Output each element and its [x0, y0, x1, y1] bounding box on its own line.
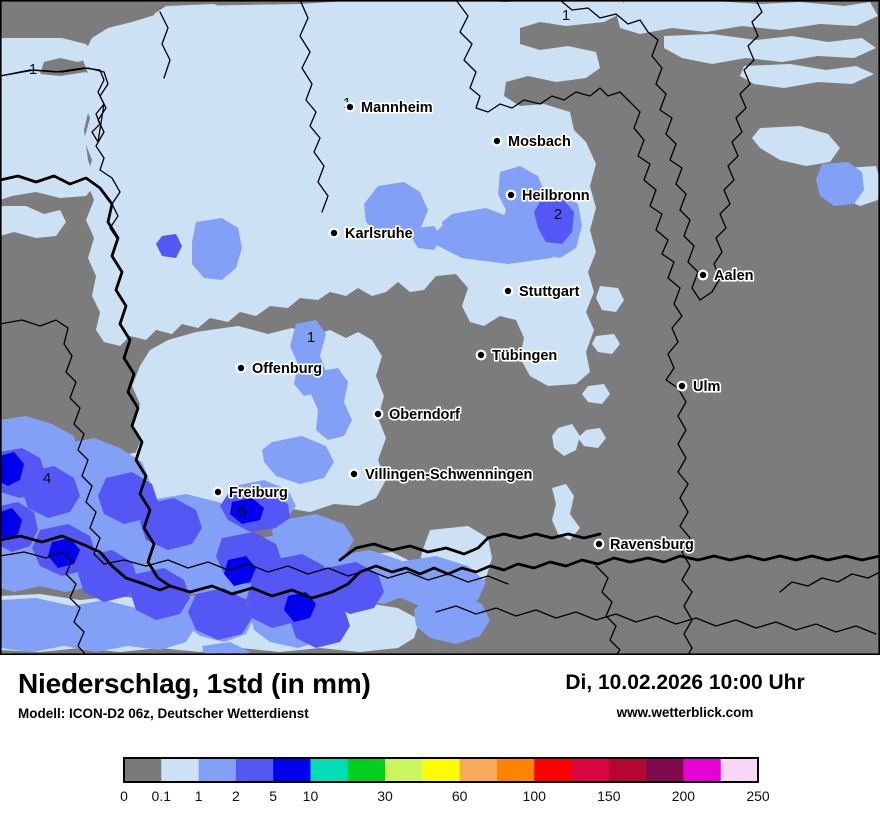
border-lines [0, 0, 880, 655]
city-label: Stuttgart [519, 284, 580, 300]
map-footer: Niederschlag, 1std (in mm) Modell: ICON-… [0, 655, 880, 830]
legend-swatch[interactable] [422, 758, 461, 782]
map-canvas[interactable]: 1 1 1 2 1 4 6 Mannheim Mosbach [0, 0, 880, 655]
legend-swatch[interactable] [720, 758, 759, 782]
internal-borders [0, 0, 880, 655]
legend-tick-label: 10 [303, 788, 319, 804]
city-marker-mannheim[interactable]: Mannheim [344, 98, 434, 117]
city-dot [346, 103, 354, 111]
city-marker-villingen-schwenningen[interactable]: Villingen-Schwenningen [348, 465, 534, 484]
legend-border [123, 757, 759, 783]
contour-label: 6 [238, 503, 246, 520]
legend-swatch[interactable] [198, 758, 237, 782]
city-marker-freiburg[interactable]: Freiburg [212, 483, 289, 502]
city-label: Mannheim [361, 100, 433, 116]
city-marker-karlsruhe[interactable]: Karlsruhe [328, 224, 414, 243]
city-label: Oberndorf [389, 407, 460, 423]
precip-layer-5mm [0, 452, 316, 622]
city-dot [374, 410, 382, 418]
city-dot [699, 271, 707, 279]
legend-swatch[interactable] [124, 758, 162, 782]
contour-label: 1 [307, 329, 315, 346]
legend-tick-labels: 0 0.1 1 2 5 10 30 60 100 150 200 250 [120, 788, 770, 804]
legend-tick-label: 100 [523, 788, 547, 804]
contour-label: 2 [554, 206, 562, 223]
contour-label: 4 [43, 470, 51, 487]
legend-tick-label: 0 [120, 788, 128, 804]
caption-row: Niederschlag, 1std (in mm) Modell: ICON-… [0, 668, 880, 739]
city-label: Villingen-Schwenningen [365, 467, 532, 483]
color-scale-legend[interactable]: 0 0.1 1 2 5 10 30 60 100 150 200 250 [0, 750, 880, 825]
city-dot [507, 191, 515, 199]
legend-swatch[interactable] [347, 758, 386, 782]
city-label: Mosbach [508, 134, 571, 150]
city-marker-ulm[interactable]: Ulm [676, 377, 722, 396]
contour-label: 1 [29, 61, 37, 78]
legend-swatch[interactable] [310, 758, 349, 782]
legend-swatch[interactable] [496, 758, 535, 782]
legend-tick-label: 150 [597, 788, 621, 804]
legend-tick-label: 250 [746, 788, 770, 804]
legend-tick-label: 60 [452, 788, 468, 804]
legend-swatches[interactable] [124, 758, 759, 782]
timestamp-block: Di, 10.02.2026 10:00 Uhr www.wetterblick… [520, 671, 850, 720]
page-title: Niederschlag, 1std (in mm) [18, 668, 371, 699]
city-dot [330, 229, 338, 237]
site-url: www.wetterblick.com [616, 705, 754, 720]
city-marker-heilbronn[interactable]: Heilbronn [505, 186, 591, 205]
legend-swatch[interactable] [273, 758, 311, 782]
precip-layer-2mm [0, 198, 574, 648]
legend-swatch[interactable] [571, 758, 610, 782]
city-label: Offenburg [252, 361, 322, 377]
city-marker-mosbach[interactable]: Mosbach [491, 132, 572, 151]
city-label: Aalen [714, 268, 754, 284]
city-label: Heilbronn [522, 188, 590, 204]
city-marker-oberndorf[interactable]: Oberndorf [372, 405, 462, 424]
valid-time: Di, 10.02.2026 10:00 Uhr [565, 671, 805, 694]
city-label: Ulm [693, 379, 720, 395]
contour-label: 1 [562, 7, 570, 24]
legend-canvas[interactable]: 0 0.1 1 2 5 10 30 60 100 150 200 250 [0, 750, 880, 825]
city-marker-stuttgart[interactable]: Stuttgart [502, 282, 581, 301]
legend-swatch[interactable] [534, 758, 573, 782]
map-frame [0, 0, 880, 655]
legend-swatch[interactable] [608, 758, 647, 782]
city-dot [678, 382, 686, 390]
city-dot [237, 364, 245, 372]
city-marker-offenburg[interactable]: Offenburg [235, 359, 324, 378]
legend-tick-label: 30 [377, 788, 393, 804]
legend-tick-label: 5 [269, 788, 277, 804]
city-dot [493, 137, 501, 145]
legend-tick-label: 1 [195, 788, 203, 804]
title-block: Niederschlag, 1std (in mm) Modell: ICON-… [18, 668, 371, 721]
legend-swatch[interactable] [683, 758, 722, 782]
legend-tick-label: 2 [232, 788, 240, 804]
legend-swatch[interactable] [161, 758, 200, 782]
legend-swatch[interactable] [459, 758, 498, 782]
city-label: Tübingen [492, 348, 557, 364]
precipitation-map[interactable]: 1 1 1 2 1 4 6 Mannheim Mosbach [0, 0, 880, 655]
city-dot [477, 351, 485, 359]
model-subtitle: Modell: ICON-D2 06z, Deutscher Wetterdie… [18, 705, 309, 721]
city-dot [350, 470, 358, 478]
legend-swatch[interactable] [385, 758, 423, 782]
city-markers[interactable]: Mannheim Mosbach Heilbronn Karlsruhe [212, 98, 755, 554]
city-label: Ravensburg [610, 537, 694, 553]
city-label: Freiburg [229, 485, 288, 501]
legend-swatch[interactable] [646, 758, 684, 782]
legend-tick-label: 0.1 [152, 788, 172, 804]
legend-swatch[interactable] [235, 758, 274, 782]
city-dot [214, 488, 222, 496]
city-dot [595, 540, 603, 548]
city-marker-ravensburg[interactable]: Ravensburg [593, 535, 695, 554]
national-borders [0, 174, 880, 600]
city-marker-tuebingen[interactable]: Tübingen [475, 346, 559, 365]
city-dot [504, 287, 512, 295]
city-label: Karlsruhe [345, 226, 413, 242]
city-marker-aalen[interactable]: Aalen [697, 266, 755, 285]
legend-tick-label: 200 [672, 788, 696, 804]
